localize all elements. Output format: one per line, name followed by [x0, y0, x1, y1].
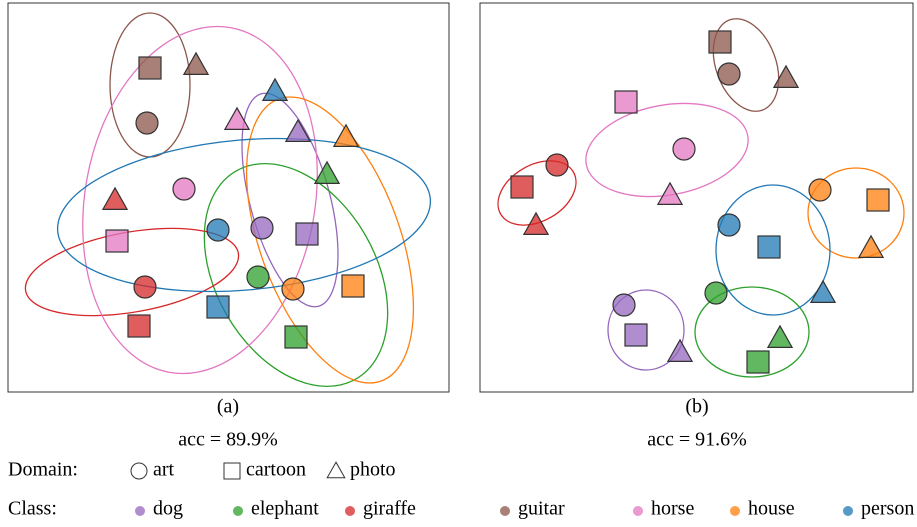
- point: [135, 111, 159, 135]
- point: [656, 181, 684, 205]
- point: [545, 153, 569, 177]
- point: [105, 229, 129, 253]
- cluster-ellipse: [245, 96, 415, 384]
- legend-swatch: [843, 506, 853, 516]
- point: [772, 64, 800, 88]
- legend-label: horse: [651, 498, 694, 520]
- legend-label: dog: [153, 498, 183, 520]
- point: [708, 30, 732, 54]
- point: [341, 274, 365, 298]
- legend-label: person: [861, 498, 914, 520]
- legend-title: Class:: [8, 498, 57, 520]
- point: [510, 175, 534, 199]
- point: [250, 216, 274, 240]
- cluster-ellipse: [694, 286, 810, 378]
- point: [766, 324, 794, 348]
- cluster-ellipse: [203, 162, 389, 388]
- cluster-ellipse: [607, 289, 685, 371]
- legend-label: art: [153, 459, 175, 481]
- point: [717, 213, 741, 237]
- point: [757, 235, 781, 259]
- legend-label: elephant: [251, 498, 319, 520]
- legend-swatch: [135, 506, 145, 516]
- point: [172, 177, 196, 201]
- point: [206, 218, 230, 242]
- point: [182, 51, 210, 75]
- accuracy: acc = 89.9%: [178, 429, 278, 451]
- point: [246, 265, 270, 289]
- point: [281, 277, 305, 301]
- point: [261, 77, 289, 101]
- point: [672, 137, 696, 161]
- cluster-ellipse: [82, 25, 318, 375]
- caption: (a): [217, 396, 239, 418]
- cluster-ellipse: [109, 12, 191, 158]
- point: [857, 234, 885, 258]
- cluster-ellipse: [712, 18, 780, 112]
- cluster-ellipse: [241, 92, 339, 308]
- point: [130, 462, 148, 480]
- point: [284, 118, 312, 142]
- legend-swatch: [500, 506, 510, 516]
- panel-frame: [7, 2, 450, 393]
- point: [206, 295, 230, 319]
- cluster-ellipse: [807, 167, 905, 259]
- point: [313, 160, 341, 184]
- legend-label: cartoon: [246, 459, 306, 481]
- legend-label: giraffe: [363, 498, 416, 520]
- point: [624, 323, 648, 347]
- point: [133, 275, 157, 299]
- point: [326, 461, 346, 479]
- point: [295, 222, 319, 246]
- legend-title: Domain:: [8, 459, 78, 481]
- point: [717, 62, 741, 86]
- accuracy: acc = 91.6%: [647, 429, 747, 451]
- legend-swatch: [345, 506, 355, 516]
- point: [522, 211, 550, 235]
- cluster-ellipse: [497, 160, 577, 226]
- point: [284, 325, 308, 349]
- point: [223, 462, 241, 480]
- point: [127, 314, 151, 338]
- caption: (b): [685, 396, 708, 418]
- point: [746, 350, 770, 374]
- legend-swatch: [633, 506, 643, 516]
- legend-swatch: [233, 506, 243, 516]
- point: [138, 56, 162, 80]
- point: [614, 90, 638, 114]
- legend-swatch: [730, 506, 740, 516]
- point: [704, 281, 728, 305]
- legend-label: photo: [350, 459, 396, 481]
- point: [808, 178, 832, 202]
- point: [101, 186, 129, 210]
- point: [809, 279, 837, 303]
- point: [223, 106, 251, 130]
- cluster-ellipse: [715, 184, 831, 316]
- point: [866, 188, 890, 212]
- panel-frame: [479, 2, 914, 393]
- point: [666, 338, 694, 362]
- point: [332, 123, 360, 147]
- point: [612, 293, 636, 317]
- legend-label: house: [748, 498, 795, 520]
- cluster-ellipse: [56, 137, 432, 293]
- legend-label: guitar: [518, 498, 565, 520]
